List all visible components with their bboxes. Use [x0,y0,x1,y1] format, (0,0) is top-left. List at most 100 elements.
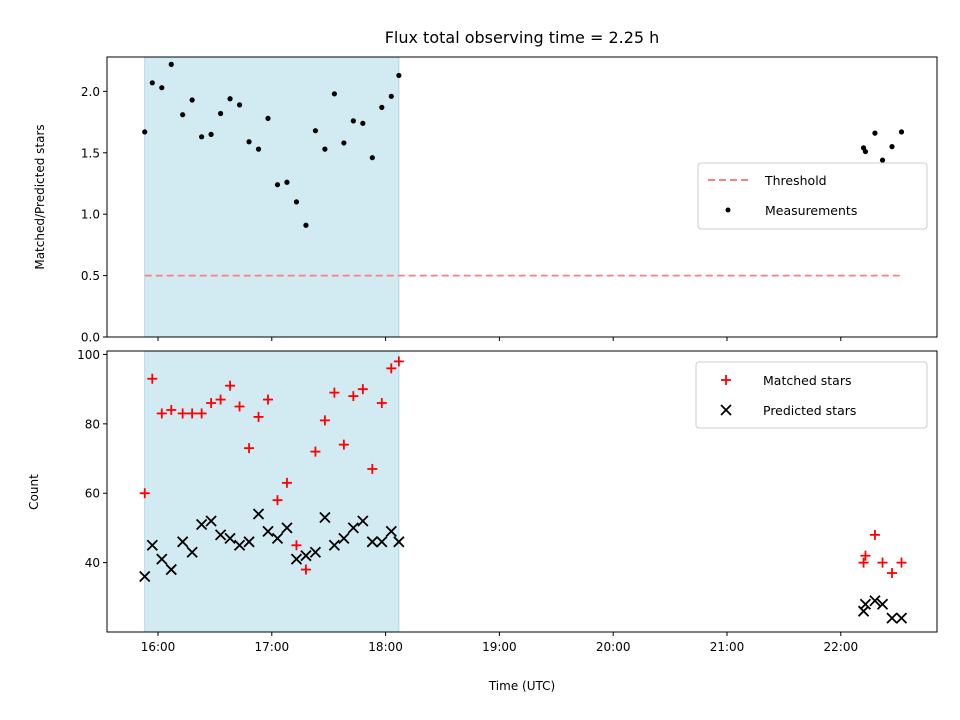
measurement-point [265,115,271,122]
matched-stars-point [860,550,871,561]
predicted-stars-point [290,553,303,565]
measurement-point [208,131,214,137]
legend-matched-label: Matched stars [763,373,851,388]
matched-stars-point [244,443,255,454]
top-y-ticks: 0.0 0.5 1.0 1.5 2.0 [81,85,107,345]
bottom-legend-box [695,361,928,429]
measurement-point [274,182,281,188]
measurement-point [341,140,347,146]
matched-stars-point [291,540,302,551]
predicted-stars-point [252,508,265,520]
predicted-stars-point [300,550,312,562]
measurement-point [379,104,385,110]
measurement-point [227,96,233,102]
measurement-point [369,155,375,161]
matched-stars-point [393,356,404,367]
top-y-tick-label: 1.5 [81,146,100,160]
legend-threshold-label: Threshold [764,173,827,188]
figure-title: Flux total observing time = 2.25 h [385,28,660,47]
bottom-plot-area [139,350,908,633]
measurement-point [217,110,224,117]
x-tick-label: 22:00 [824,640,859,654]
matched-stars-point [187,408,198,419]
measurement-point [388,93,394,99]
bottom-shaded-interval [144,350,400,633]
top-shaded-interval [144,56,400,338]
bottom-y-axis-label: Count [27,474,41,510]
matched-stars-point [357,384,368,395]
measurement-point [889,144,895,150]
matched-stars-point [858,557,869,568]
measurement-point [872,130,878,136]
top-y-tick-label: 0.0 [81,331,100,345]
measurement-point [159,85,165,91]
legend-predicted-marker [720,404,732,416]
matched-stars-point [281,477,292,488]
predicted-stars-point [281,522,293,534]
bottom-axes-frame [106,350,938,633]
x-tick-label: 16:00 [141,640,176,654]
matched-stars-point [348,391,359,402]
bottom-y-ticks: 40 60 80 100 [77,348,107,570]
matched-stars-point [319,415,330,426]
measurement-point [862,148,869,155]
matched-stars-point [300,564,311,575]
matched-stars-point [896,557,907,568]
matched-stars-point [376,398,387,409]
predicted-stars-point [262,525,274,538]
matched-stars-point [139,488,150,499]
predicted-stars-point [338,532,350,544]
top-panel: 0.00.51.01.52.0 Matched/Predicted stars … [33,56,938,345]
matched-stars-point [196,408,207,419]
legend-measurements-label: Measurements [765,203,857,218]
measurement-point [331,91,337,97]
bottom-legend: Matched stars Predicted stars [695,361,928,429]
predicted-stars-point [214,529,227,541]
predicted-stars-point [319,511,331,524]
x-tick-label: 20:00 [596,640,631,654]
matched-stars-point [338,439,349,450]
top-y-tick-label: 0.5 [81,269,100,283]
predicted-stars-point [328,539,341,551]
measurement-point [149,80,155,86]
matched-stars-point [272,495,283,506]
predicted-stars-point [366,536,378,548]
matched-stars-point [253,411,264,422]
top-y-axis-label: Matched/Predicted stars [33,124,47,269]
predicted-stars-point [205,515,217,527]
bottom-y-tick-label: 40 [85,556,100,570]
predicted-stars-point [243,536,255,548]
predicted-stars-point [309,546,322,558]
measurement-point [360,120,366,126]
predicted-stars-point [224,532,236,544]
predicted-stars-point [895,612,908,624]
matched-stars-point [234,401,245,412]
predicted-stars-point [156,553,168,565]
measurement-point [350,118,356,124]
top-y-tick-label: 1.0 [81,208,100,222]
measurement-point [246,139,252,145]
matched-stars-point [206,398,217,409]
predicted-stars-point [139,570,151,583]
predicted-stars-point [271,532,284,544]
x-tick-label: 19:00 [482,640,517,654]
bottom-panel: 40 60 80 100 16:00 17:00 18:00 19:00 20:00 21:00… [27,348,938,693]
matched-stars-point [177,408,188,419]
matched-stars-point [310,446,321,457]
bottom-y-tick-label: 100 [77,348,100,362]
measurement-point [189,97,195,103]
matched-stars-point [263,394,274,405]
measurement-point [284,179,290,185]
top-y-tick-label: 2.0 [81,85,100,99]
matched-stars-point [367,463,378,474]
measurement-point [396,72,402,79]
legend-measurements-marker [725,207,731,213]
x-tick-label: 18:00 [368,640,403,654]
predicted-stars-point [165,563,177,576]
matched-stars-point [147,373,158,384]
matched-stars-point [877,557,888,568]
matched-stars-point [869,529,880,540]
measurement-point [168,61,174,67]
predicted-stars-point [177,536,189,548]
measurement-point [236,102,243,108]
